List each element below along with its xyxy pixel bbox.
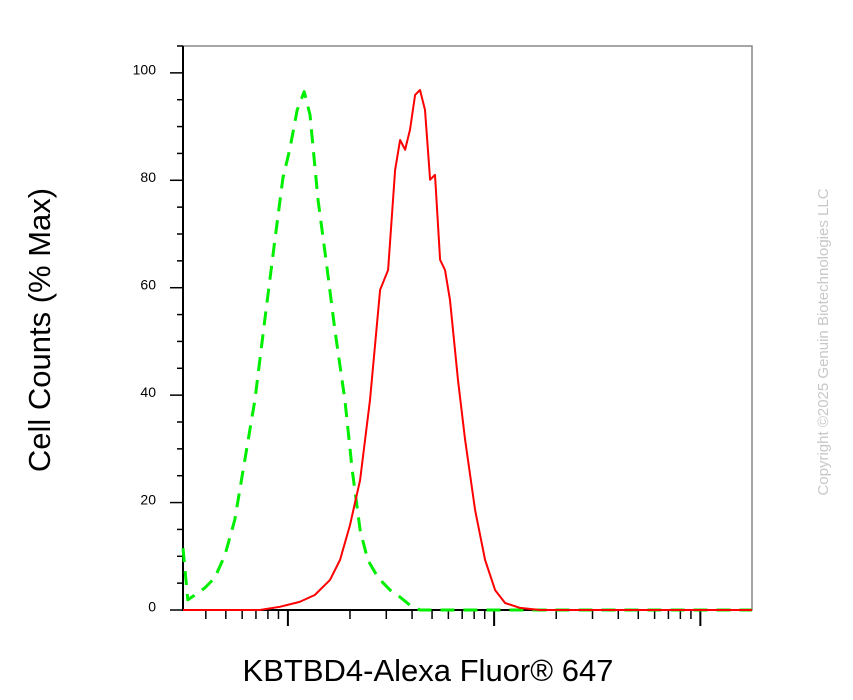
x-axis-label: KBTBD4-Alexa Fluor® 647 (243, 653, 614, 688)
histogram-line (183, 89, 752, 611)
y-axis-label: Cell Counts (% Max) (22, 188, 57, 472)
watermark: Copyright ©2025 Genuin Biotechnologies L… (815, 188, 832, 495)
y-tick-label: 100 (133, 62, 157, 78)
y-tick-label: 60 (140, 276, 156, 292)
y-tick-label: 0 (148, 599, 156, 615)
y-tick-label: 80 (140, 169, 156, 185)
y-tick-label: 20 (140, 491, 156, 507)
plot-frame (182, 45, 753, 611)
histogram-line (181, 90, 752, 612)
y-tick-label: 40 (140, 384, 156, 400)
